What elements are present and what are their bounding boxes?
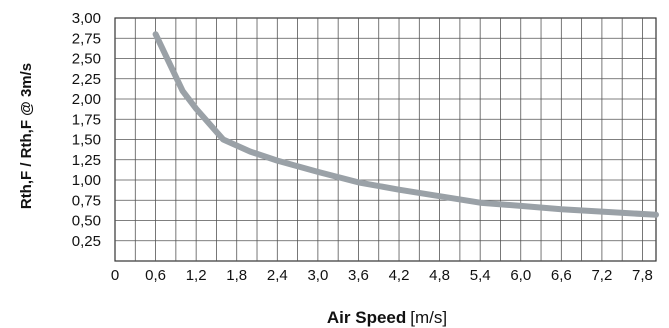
x-tick-label: 4,8 <box>429 267 450 284</box>
y-tick-label: 1,00 <box>72 172 101 189</box>
y-tick-label: 1,75 <box>72 111 101 128</box>
y-tick-label: 0,50 <box>72 213 101 230</box>
y-tick-label: 2,50 <box>72 51 101 68</box>
x-tick-label: 0,6 <box>145 267 166 284</box>
y-tick-label: 2,75 <box>72 30 101 47</box>
x-tick-label: 0 <box>111 267 119 284</box>
x-tick-label: 7,2 <box>591 267 612 284</box>
chart-grid <box>114 17 657 262</box>
y-tick-label: 3,00 <box>72 10 101 27</box>
y-tick-label: 2,00 <box>72 91 101 108</box>
x-tick-label: 2,4 <box>267 267 288 284</box>
y-tick-label: 1,25 <box>72 152 101 169</box>
y-tick-label: 1,50 <box>72 132 101 149</box>
x-tick-label: 3,6 <box>348 267 369 284</box>
series-line <box>152 31 659 218</box>
x-tick-label: 6,6 <box>551 267 572 284</box>
y-tick-label: 0,25 <box>72 233 101 250</box>
x-axis-label-main: Air Speed <box>327 308 406 327</box>
y-axis-label: Rth,F / Rth,F @ 3m/s <box>18 63 35 209</box>
x-tick-label: 4,2 <box>389 267 410 284</box>
y-axis-ticks: 0,25 0,50 0,75 1,00 1,25 1,50 1,75 2,00 2,25 2,50… <box>72 10 101 250</box>
x-axis-ticks: 0 0,6 1,2 1,8 2,4 3,0 3,6 4,2 4,8 5,4 6,0 6,6 7,2 7,8 <box>111 267 653 284</box>
x-tick-label: 5,4 <box>470 267 491 284</box>
chart-series <box>152 31 659 218</box>
x-axis-label: Air Speed [m/s] <box>327 308 447 327</box>
y-tick-label: 2,25 <box>72 71 101 88</box>
x-tick-label: 7,8 <box>632 267 653 284</box>
x-axis-label-unit: [m/s] <box>410 308 447 327</box>
y-tick-label: 0,75 <box>72 192 101 209</box>
x-tick-label: 6,0 <box>510 267 531 284</box>
x-tick-label: 1,8 <box>226 267 247 284</box>
x-tick-label: 3,0 <box>307 267 328 284</box>
x-tick-label: 1,2 <box>186 267 207 284</box>
